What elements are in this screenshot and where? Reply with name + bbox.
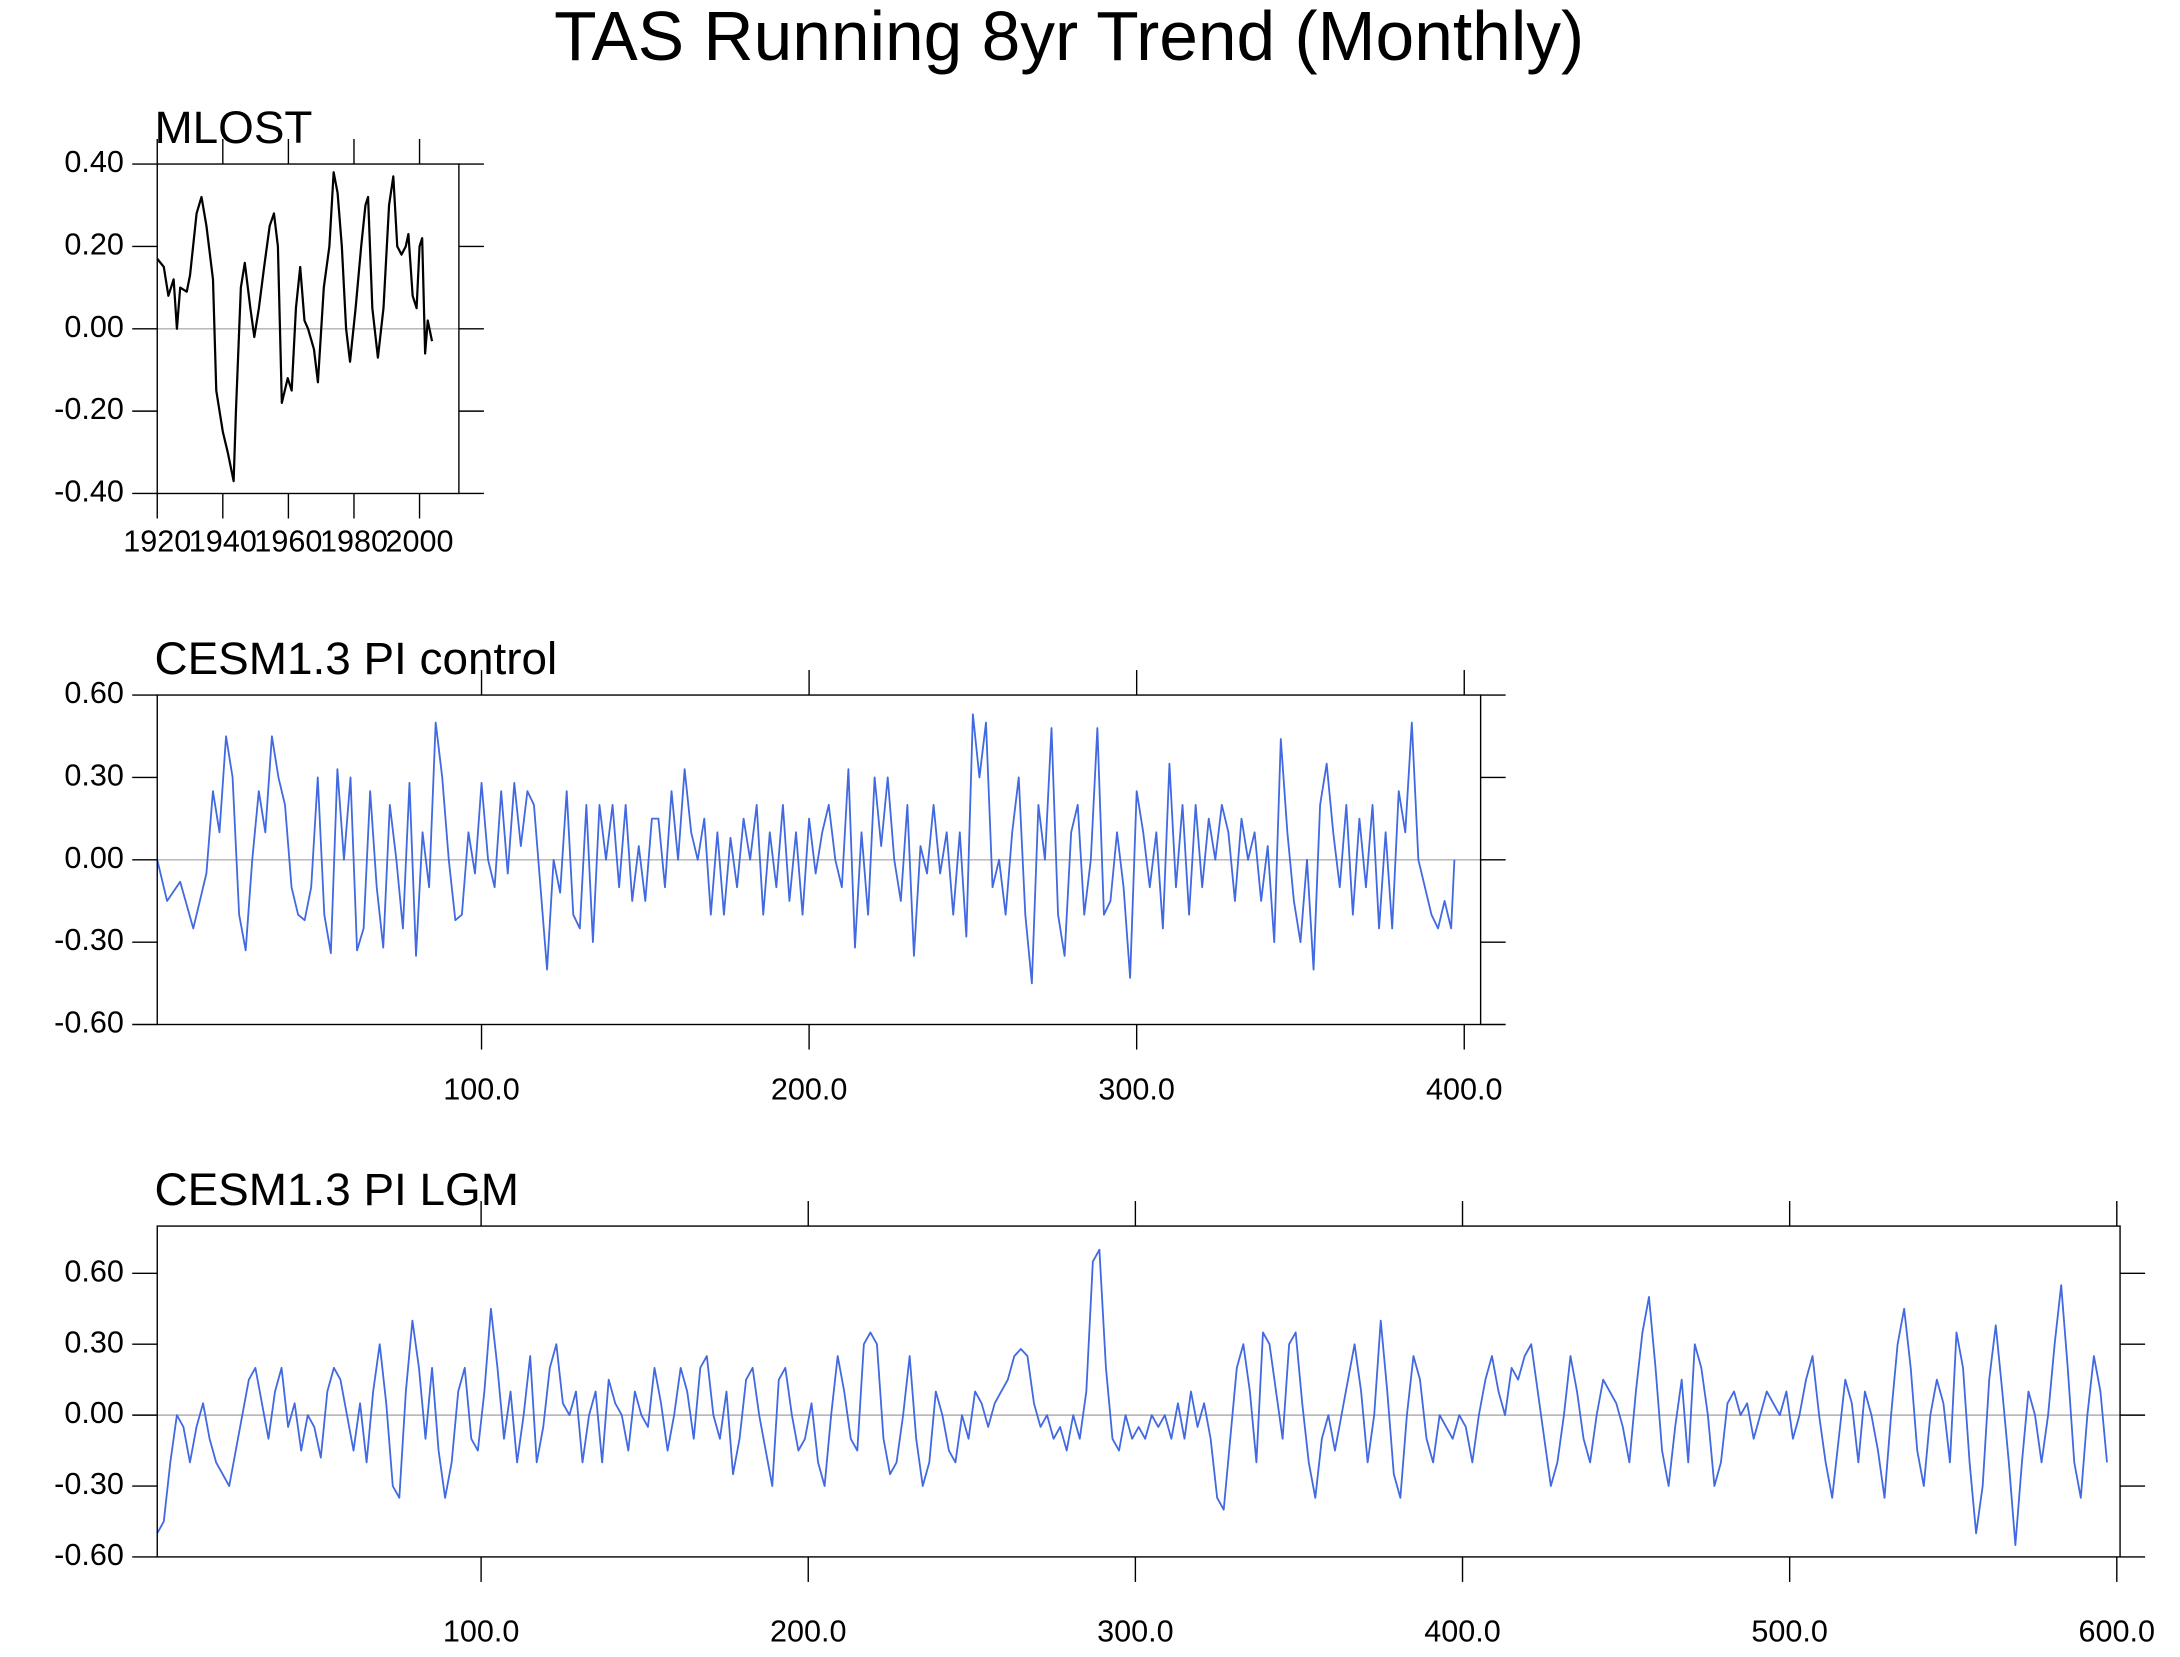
y-tick-label: 0.30 [64, 1325, 124, 1359]
y-tick-label: 0.60 [64, 676, 124, 710]
y-tick-label: 0.30 [64, 758, 124, 792]
x-tick-label: 200.0 [770, 1614, 847, 1648]
y-tick-label: -0.30 [54, 923, 124, 957]
x-tick-label: 2000 [386, 525, 454, 559]
y-tick-label: 0.40 [64, 145, 124, 179]
panel: CESM1.3 PI control -0.60 -0.30 0.00 0.30 0.60… [54, 632, 1506, 1106]
panel: CESM1.3 PI LGM -0.60 -0.30 0.00 0.30 0.60 100.… [54, 1163, 2155, 1649]
y-tick-label: 0.20 [64, 227, 124, 261]
y-tick-label: 0.00 [64, 1396, 124, 1430]
x-tick-label: 1960 [254, 525, 322, 559]
panel-title: MLOST [154, 101, 312, 153]
data-line [156, 171, 434, 483]
plot-frame [156, 1225, 2121, 1558]
panel-title: CESM1.3 PI control [154, 632, 557, 684]
x-tick-label: 1920 [123, 525, 191, 559]
y-tick-label: -0.60 [54, 1538, 124, 1572]
x-tick-label: 300.0 [1098, 1072, 1175, 1106]
y-tick-label: -0.20 [54, 392, 124, 426]
panel-title: CESM1.3 PI LGM [154, 1163, 518, 1215]
data-line [156, 1248, 2108, 1547]
x-tick-label: 500.0 [1751, 1614, 1828, 1648]
x-tick-label: 400.0 [1424, 1614, 1501, 1648]
panel: MLOST -0.40 -0.20 0.00 0.20 0.40 1920194019601… [54, 101, 484, 559]
y-tick-label: -0.60 [54, 1006, 124, 1040]
x-tick-label: 1980 [320, 525, 388, 559]
x-tick-label: 1940 [189, 525, 257, 559]
data-line [156, 713, 1456, 985]
x-tick-label: 400.0 [1426, 1072, 1503, 1106]
x-tick-label: 600.0 [2079, 1614, 2156, 1648]
x-tick-label: 300.0 [1097, 1614, 1174, 1648]
y-tick-label: 0.00 [64, 841, 124, 875]
x-tick-label: 100.0 [443, 1614, 520, 1648]
y-tick-label: 0.00 [64, 310, 124, 344]
y-tick-label: 0.60 [64, 1254, 124, 1288]
x-tick-label: 100.0 [443, 1072, 520, 1106]
x-tick-label: 200.0 [771, 1072, 848, 1106]
y-tick-label: -0.40 [54, 475, 124, 509]
figure-title: TAS Running 8yr Trend (Monthly) [554, 0, 1584, 75]
y-tick-label: -0.30 [54, 1467, 124, 1501]
